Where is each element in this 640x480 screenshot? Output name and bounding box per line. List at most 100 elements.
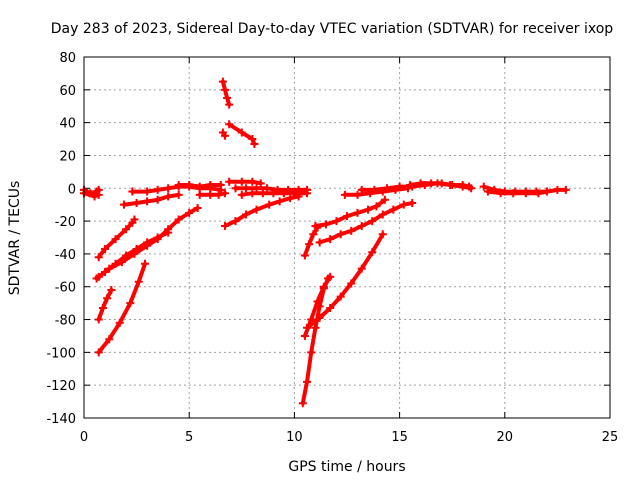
series-arc-29 [483, 187, 551, 198]
series-arc-11 [195, 189, 229, 199]
data-point [195, 182, 204, 191]
series-arc-10 [174, 180, 225, 191]
data-point [357, 185, 366, 194]
data-point [265, 200, 274, 209]
data-point [332, 217, 341, 226]
data-point [242, 184, 251, 193]
series-arc-05 [94, 203, 202, 281]
series-line [317, 201, 415, 245]
data-point [225, 120, 234, 129]
data-point [128, 187, 137, 196]
data-point [300, 251, 309, 260]
data-point [250, 139, 259, 148]
data-point [94, 253, 103, 262]
data-point [303, 323, 312, 332]
plot-frame [83, 56, 611, 419]
series-arc-18 [237, 189, 312, 199]
data-point [448, 180, 457, 189]
data-point [105, 335, 114, 344]
data-point [353, 190, 362, 199]
y-tick-label: -120 [46, 379, 76, 394]
x-tick-label: 0 [80, 430, 88, 445]
series-arc-25 [340, 184, 413, 199]
x-tick-label: 15 [391, 430, 408, 445]
data-point [220, 131, 229, 140]
data-point [353, 208, 362, 217]
data-point [269, 189, 278, 198]
data-point [185, 180, 194, 189]
data-point [218, 77, 227, 86]
series-arc-06 [94, 286, 116, 324]
data-point [115, 318, 124, 327]
series-line [227, 122, 257, 146]
data-point [311, 323, 320, 332]
data-point [220, 222, 229, 231]
series-arc-16 [225, 177, 265, 188]
data-point [153, 235, 162, 244]
series-line [305, 232, 385, 330]
data-point [326, 272, 335, 281]
data-point [153, 195, 162, 204]
data-point [313, 297, 322, 306]
data-point [370, 185, 379, 194]
series-line [302, 225, 320, 258]
data-point [399, 200, 408, 209]
data-point [465, 182, 474, 191]
data-point [103, 294, 112, 303]
series-arc-02 [80, 189, 103, 201]
data-point [143, 197, 152, 206]
data-point [98, 304, 107, 313]
data-point [315, 313, 324, 322]
data-point [286, 194, 295, 203]
data-point [521, 189, 530, 198]
data-point [94, 348, 103, 357]
x-tick-label: 25 [602, 430, 619, 445]
data-point [132, 199, 141, 208]
y-tick-labels: -140 -120 -100 -80 -60 -40 -20 0 20 40 60 80 [46, 51, 610, 427]
data-point [437, 179, 446, 188]
y-tick-label: -100 [46, 346, 76, 361]
y-tick-label: 0 [68, 182, 76, 197]
y-tick-label: -40 [55, 248, 76, 263]
series-arc-12 [218, 77, 234, 109]
data-point [195, 190, 204, 199]
data-point [225, 177, 234, 186]
data-point [206, 190, 215, 199]
data-point [311, 222, 320, 231]
data-point [153, 185, 162, 194]
data-point [416, 179, 425, 188]
data-point [193, 203, 202, 212]
data-point [231, 217, 240, 226]
data-point [389, 205, 398, 214]
data-point [561, 185, 570, 194]
data-point [303, 377, 312, 386]
series-line [220, 79, 232, 107]
data-point [368, 248, 377, 257]
data-point [275, 197, 284, 206]
data-point [94, 315, 103, 324]
data-point [164, 225, 173, 234]
y-tick-label: 40 [59, 117, 76, 132]
data-point [263, 184, 272, 193]
data-point [237, 190, 246, 199]
data-point [326, 235, 335, 244]
grid-lines [84, 57, 610, 418]
data-point [231, 184, 240, 193]
data-point [258, 189, 267, 198]
data-point [248, 177, 257, 186]
data-point [126, 299, 135, 308]
data-point [174, 190, 183, 199]
data-point [347, 226, 356, 235]
data-point [309, 230, 318, 239]
data-point [336, 230, 345, 239]
series-arc-22 [303, 230, 387, 332]
series-arc-14 [225, 120, 259, 148]
data-point [357, 264, 366, 273]
data-point [130, 249, 139, 258]
data-point [290, 189, 299, 198]
data-point [94, 190, 103, 199]
data-point [101, 244, 110, 253]
data-point [408, 199, 417, 208]
data-point [336, 292, 345, 301]
data-point [206, 180, 215, 189]
